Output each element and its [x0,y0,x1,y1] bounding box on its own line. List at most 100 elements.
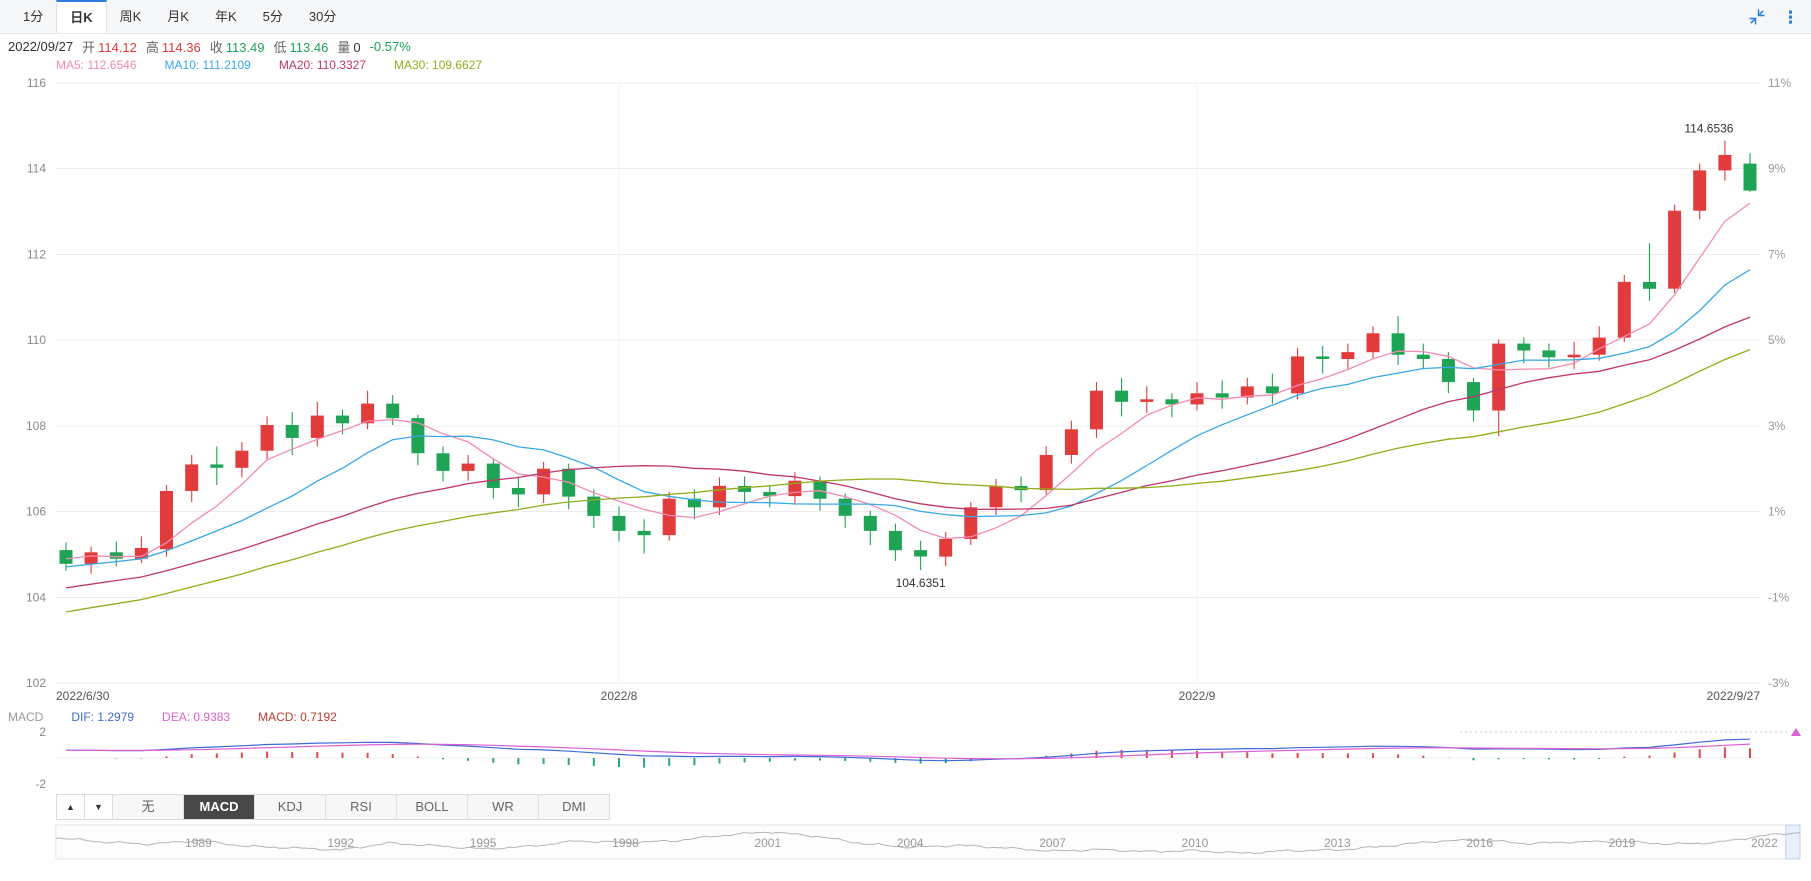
candle[interactable] [1316,346,1330,374]
period-tab-week[interactable]: 周K [119,9,142,24]
dea-value: DEA: 0.9383 [162,710,231,724]
candle[interactable] [1441,352,1455,394]
candle[interactable] [1115,377,1129,417]
candle[interactable] [235,442,249,478]
candle[interactable] [1064,420,1078,464]
candle[interactable] [637,519,651,554]
candle[interactable] [1090,382,1103,438]
y-axis-percent-label: 5% [1768,333,1786,347]
indicator-tab-none[interactable]: 无 [113,795,184,819]
candle[interactable] [1743,153,1757,192]
candle[interactable] [1693,163,1707,220]
candle[interactable] [486,459,500,499]
candle[interactable] [1341,343,1355,371]
indicator-tab-rsi[interactable]: RSI [326,795,397,819]
candle[interactable] [1014,476,1028,503]
macd-value: MACD: 0.7192 [258,710,337,724]
candle[interactable] [185,455,199,503]
candle[interactable] [1265,373,1279,404]
candle[interactable] [1467,377,1480,422]
ma5-line [65,202,1751,560]
x-axis-label: 2022/9 [1179,689,1216,703]
candle[interactable] [1140,386,1154,413]
collapse-icon[interactable] [1748,8,1766,26]
indicator-tab-dmi[interactable]: DMI [562,799,586,814]
candle[interactable] [838,493,852,528]
candle[interactable] [1291,347,1305,400]
quote-open-value: 114.12 [98,40,137,55]
candle[interactable] [738,476,752,503]
dif-line [65,738,1751,762]
candle[interactable] [1592,326,1606,361]
candle[interactable] [1492,339,1506,437]
macd-legend: MACD DIF: 1.2979 DEA: 0.9383 MACD: 0.719… [8,710,337,724]
candle[interactable] [612,506,626,542]
navigator-year-label: 2019 [1609,836,1636,850]
candle[interactable] [713,477,726,515]
candle[interactable] [1517,337,1531,364]
candle[interactable] [1215,380,1229,409]
candle[interactable] [888,523,902,561]
more-menu-icon[interactable]: ⋮ [1782,7,1799,27]
scroll-down-button[interactable]: ▼ [85,795,113,819]
candle[interactable] [914,540,928,571]
indicator-tab-wr[interactable]: WR [468,795,539,819]
candle[interactable] [84,546,98,574]
candle[interactable] [1240,377,1254,405]
period-tab-year[interactable]: 年K [214,9,237,24]
candle[interactable] [461,455,475,481]
navigator-selection[interactable] [1785,824,1801,860]
candle[interactable] [939,532,953,567]
ma20-legend: MA20: 110.3327 [278,58,366,72]
candle[interactable] [587,489,601,528]
candle[interactable] [511,476,525,508]
period-tab-5min[interactable]: 5分 [262,9,283,24]
candlestick-chart[interactable]: 116 11% 114 9% 112 7% 110 5% 108 3% 106 1% 104 -1% 102… [0,78,1811,712]
candle[interactable] [1668,204,1682,293]
candle[interactable] [537,461,551,503]
candle[interactable] [1567,341,1581,370]
candle[interactable] [1643,243,1656,301]
candle[interactable] [109,541,123,567]
candle[interactable] [210,446,224,485]
quote-low-value: 113.46 [289,40,329,55]
candle[interactable] [687,489,701,520]
candle[interactable] [1391,316,1405,365]
candle[interactable] [662,491,676,541]
period-tab-1min[interactable]: 1分 [23,9,44,24]
candle[interactable] [160,485,173,557]
candle[interactable] [59,542,73,571]
candle[interactable] [1542,343,1556,368]
candle[interactable] [1366,326,1380,359]
candle[interactable] [863,510,877,545]
low-annotation: 104.6351 [896,576,946,590]
candle[interactable] [361,390,375,430]
timeline-navigator[interactable]: 1989 1992 1995 1998 2001 2004 2007 2010 2013 2016… [0,824,1811,860]
indicator-tab-boll[interactable]: BOLL [397,795,468,819]
candles[interactable] [59,140,1757,574]
candle[interactable] [260,416,274,461]
candle[interactable] [1416,343,1430,370]
candle[interactable] [436,446,450,482]
y-axis-price-label: 116 [27,78,46,90]
y-axis-price-label: 104 [26,590,46,604]
period-tab-30min[interactable]: 30分 [308,9,337,24]
navigator-year-label: 2007 [1039,836,1066,850]
period-tab-day[interactable]: 日K [56,0,107,33]
scroll-up-button[interactable]: ▲ [57,795,85,819]
navigator-year-label: 2004 [897,836,924,850]
candle[interactable] [1190,382,1204,411]
navigator-year-label: 1989 [185,836,212,850]
candle[interactable] [1718,140,1732,181]
indicator-tab-kdj[interactable]: KDJ [255,795,326,819]
indicator-tab-macd[interactable]: MACD [184,795,255,819]
macd-chart[interactable]: 2 -2 [0,726,1811,792]
navigator-year-label: 2001 [754,836,781,850]
indicator-tabs: 无 MACD KDJ RSI BOLL WR DMI [113,795,609,819]
period-tab-month[interactable]: 月K [167,9,189,24]
macd-indicator-name: MACD [8,710,44,724]
candle[interactable] [285,412,299,455]
candle[interactable] [1617,275,1631,342]
candle[interactable] [813,476,827,511]
candle[interactable] [1039,446,1053,495]
